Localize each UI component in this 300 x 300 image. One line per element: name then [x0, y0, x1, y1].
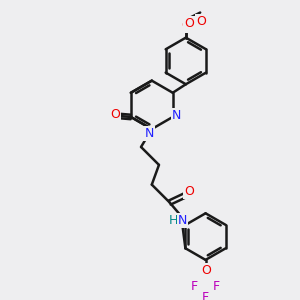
Text: F: F	[191, 280, 198, 293]
Text: O: O	[196, 15, 206, 28]
Text: O: O	[184, 185, 194, 198]
Text: O: O	[202, 264, 212, 277]
Text: O: O	[110, 108, 120, 121]
Text: F: F	[202, 291, 209, 300]
Text: N: N	[144, 127, 154, 140]
Text: N: N	[172, 109, 181, 122]
Text: F: F	[213, 280, 220, 293]
Text: O: O	[184, 17, 194, 30]
Text: H: H	[169, 214, 178, 227]
Text: O: O	[181, 20, 191, 32]
Text: N: N	[178, 214, 187, 227]
